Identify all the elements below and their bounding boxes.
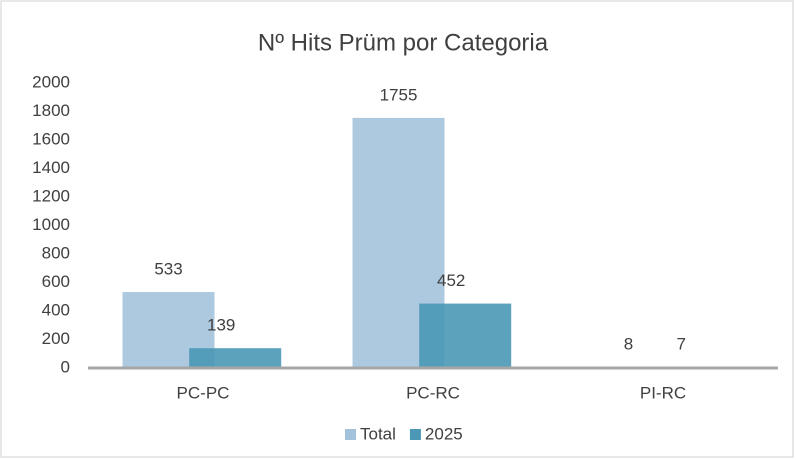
y-tick-label: 800 — [42, 243, 70, 262]
legend-swatch — [409, 429, 421, 440]
data-label: 8 — [624, 334, 633, 353]
data-label: 533 — [154, 260, 182, 279]
bar — [419, 303, 512, 368]
data-label: 139 — [207, 316, 235, 335]
data-label: 1755 — [380, 85, 418, 104]
y-tick-label: 1400 — [32, 158, 70, 177]
x-tick-label: PC-RC — [406, 383, 460, 402]
y-tick-label: 1600 — [32, 129, 70, 148]
legend-label: 2025 — [425, 424, 463, 443]
y-tick-label: 200 — [42, 329, 70, 348]
y-tick-label: 2000 — [32, 72, 70, 91]
legend-label: Total — [360, 424, 396, 443]
y-tick-label: 600 — [42, 272, 70, 291]
x-tick-label: PC-PC — [177, 383, 230, 402]
y-tick-label: 1200 — [32, 186, 70, 205]
data-label: 452 — [437, 271, 465, 290]
x-tick-label: PI-RC — [640, 383, 686, 402]
legend-swatch — [345, 429, 356, 440]
y-tick-label: 1800 — [32, 101, 70, 120]
y-tick-label: 0 — [61, 357, 70, 376]
y-tick-label: 400 — [42, 300, 70, 319]
chart-title: Nº Hits Prüm por Categoria — [258, 29, 549, 56]
y-tick-label: 1000 — [32, 215, 70, 234]
data-label: 7 — [676, 334, 685, 353]
bar — [189, 348, 282, 368]
